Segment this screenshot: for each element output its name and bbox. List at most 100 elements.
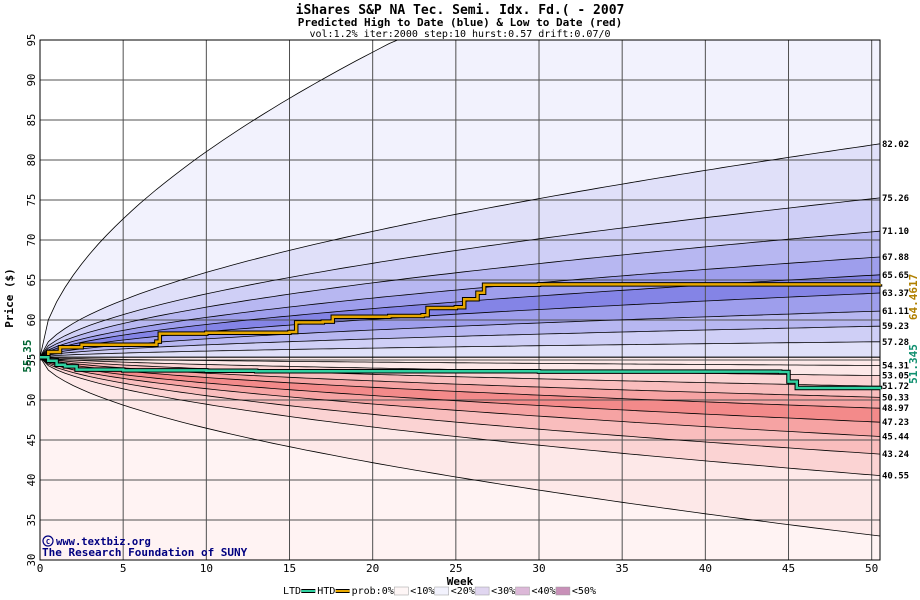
y-tick-label: 30 [26, 554, 38, 567]
axis-ticks: 0 5 10 15 20 25 30 35 40 45 50 30 35 40 45 50 55 60 65 70 75… [26, 34, 878, 575]
x-tick-label: 0 [37, 562, 44, 575]
y-tick-label: 65 [26, 274, 38, 287]
series-lines [40, 282, 883, 391]
y-tick-label: 40 [26, 474, 38, 487]
quantile-label: 71.10 [882, 227, 909, 237]
high-band [40, 143, 880, 358]
x-tick-label: 10 [200, 562, 213, 575]
x-tick-label: 40 [699, 562, 712, 575]
legend-ltd-label: LTD [283, 586, 301, 597]
quantile-contour [39, 230, 881, 358]
high-band-outer [40, 40, 880, 358]
ltd-final-label: 51.345 [907, 344, 920, 384]
quantile-contour [39, 356, 881, 455]
legend-swatch-20 [474, 586, 490, 596]
quantile-label: 51.72 [882, 382, 909, 392]
x-tick-label: 20 [366, 562, 379, 575]
legend-swatch-30 [515, 586, 530, 596]
quantile-label: 82.02 [882, 140, 909, 150]
legend-50-label: <50% [572, 586, 596, 597]
y-tick-label: 90 [26, 74, 38, 87]
quantile-contour [39, 256, 881, 358]
high-band [40, 40, 880, 358]
high-band [40, 293, 880, 358]
high-band [40, 231, 880, 358]
x-tick-label: 50 [865, 562, 878, 575]
high-band [40, 311, 880, 358]
quantile-contour [39, 143, 881, 358]
quantile-label: 67.88 [882, 253, 909, 263]
quantile-contour [39, 39, 880, 358]
low-band [40, 357, 880, 437]
copyright-icon-letter: C [46, 538, 50, 546]
start-price-label: 55.35 [21, 339, 34, 372]
y-tick-label: 80 [26, 154, 38, 167]
quantile-label: 57.28 [882, 338, 909, 348]
y-tick-label: 75 [26, 194, 38, 207]
ltd-line [40, 355, 882, 390]
low-band [40, 357, 880, 476]
quantile-contour [39, 356, 881, 387]
low-band [40, 357, 880, 455]
quantile-contour [39, 356, 881, 437]
quantile-contour [39, 341, 880, 358]
high-band [40, 274, 880, 358]
y-tick-label: 35 [26, 514, 38, 527]
quantile-contour [39, 356, 881, 476]
high-band [40, 257, 880, 358]
legend-swatch-40 [555, 586, 571, 596]
chart-subtitle: Predicted High to Date (blue) & Low to D… [298, 16, 623, 29]
low-band [40, 357, 880, 409]
credit-url: www.textbiz.org [56, 536, 151, 548]
high-band [40, 197, 880, 358]
low-band [40, 357, 880, 536]
legend-10-label: <10% [410, 586, 434, 597]
y-tick-label: 50 [26, 394, 38, 407]
quantile-contour [39, 325, 881, 358]
chart-title: iShares S&P NA Tec. Semi. Idx. Fd.( - 20… [296, 3, 625, 18]
legend-swatch-0 [394, 586, 409, 596]
y-tick-label: 55 [26, 354, 38, 367]
quantile-contour [39, 356, 881, 423]
low-band [40, 357, 880, 423]
y-tick-label: 85 [26, 114, 38, 127]
quantile-labels: 82.02 75.26 71.10 67.88 65.65 63.37 61.11 59.23… [882, 140, 910, 482]
quantile-label: 59.23 [882, 322, 909, 332]
low-band [40, 357, 880, 398]
quantile-label: 65.65 [882, 271, 909, 281]
legend-htd-label: HTD [317, 586, 335, 597]
y-tick-label: 95 [26, 34, 38, 47]
quantile-label: 63.37 [882, 289, 909, 299]
copyright-icon [42, 535, 54, 547]
quantile-contour [39, 197, 881, 358]
quantile-label: 61.11 [882, 307, 909, 317]
quantile-contour [39, 356, 881, 409]
legend: LTD HTD prob:0% <10% <20% <30% <40% <50% [283, 586, 596, 597]
high-band [40, 326, 880, 358]
legend-prob-label: prob:0% [352, 586, 394, 597]
x-tick-label: 5 [120, 562, 127, 575]
y-tick-label: 45 [26, 434, 38, 447]
legend-40-label: <40% [532, 586, 556, 597]
y-tick-label: 60 [26, 314, 38, 327]
quantile-label: 75.26 [882, 194, 909, 204]
quantile-contours [39, 39, 881, 537]
htd-line [40, 283, 882, 359]
low-probability-bands [40, 357, 880, 560]
high-probability-bands [40, 40, 880, 366]
quantile-label: 50.33 [882, 393, 909, 403]
legend-30-label: <30% [491, 586, 515, 597]
x-tick-label: 45 [782, 562, 795, 575]
htd-final-label: 64.4617 [907, 274, 920, 320]
y-tick-label: 70 [26, 234, 38, 247]
chart-params: vol:1.2% iter:2000 step:10 hurst:0.57 dr… [309, 29, 610, 40]
legend-20-label: <20% [451, 586, 475, 597]
quantile-label: 53.05 [882, 372, 909, 382]
quantile-label: 54.31 [882, 362, 909, 372]
x-tick-label: 15 [283, 562, 296, 575]
credit: C www.textbiz.org The Research Foundatio… [42, 535, 248, 559]
quantile-contour [39, 356, 881, 537]
legend-swatch-10 [434, 586, 449, 596]
x-tick-label: 25 [449, 562, 462, 575]
